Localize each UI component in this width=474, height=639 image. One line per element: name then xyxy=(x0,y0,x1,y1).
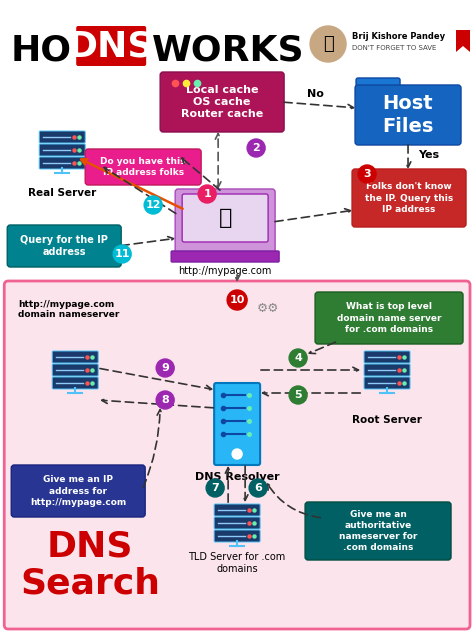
Text: 6: 6 xyxy=(254,483,262,493)
Text: What is top level
domain name server
for .com domains: What is top level domain name server for… xyxy=(337,302,441,334)
Circle shape xyxy=(156,391,174,409)
Text: ⚙⚙: ⚙⚙ xyxy=(257,302,280,314)
FancyBboxPatch shape xyxy=(39,131,85,143)
Text: 1: 1 xyxy=(203,189,211,199)
Circle shape xyxy=(289,386,307,404)
FancyBboxPatch shape xyxy=(52,351,98,363)
FancyBboxPatch shape xyxy=(214,504,260,516)
Circle shape xyxy=(310,26,346,62)
Text: DNS Resolver: DNS Resolver xyxy=(195,472,280,482)
Circle shape xyxy=(232,449,242,459)
Circle shape xyxy=(247,139,265,157)
Text: DON'T FORGET TO SAVE: DON'T FORGET TO SAVE xyxy=(352,45,437,51)
Circle shape xyxy=(198,185,216,203)
Text: 11: 11 xyxy=(114,249,130,259)
Circle shape xyxy=(289,349,307,367)
FancyBboxPatch shape xyxy=(305,502,451,560)
FancyBboxPatch shape xyxy=(356,78,400,95)
Text: http://mypage.com
domain nameserver: http://mypage.com domain nameserver xyxy=(18,300,119,320)
FancyBboxPatch shape xyxy=(85,149,201,185)
FancyBboxPatch shape xyxy=(11,465,145,517)
Text: 5: 5 xyxy=(294,390,302,400)
Circle shape xyxy=(227,290,247,310)
Text: Folks don't know
the IP. Query this
IP address: Folks don't know the IP. Query this IP a… xyxy=(365,182,453,213)
FancyBboxPatch shape xyxy=(39,144,85,156)
FancyBboxPatch shape xyxy=(214,383,260,465)
FancyBboxPatch shape xyxy=(214,530,260,542)
Text: HOW: HOW xyxy=(10,33,111,67)
Text: DNS: DNS xyxy=(68,29,155,63)
FancyBboxPatch shape xyxy=(52,377,98,389)
FancyBboxPatch shape xyxy=(364,364,410,376)
FancyBboxPatch shape xyxy=(52,364,98,376)
Text: Do you have this
IP address folks: Do you have this IP address folks xyxy=(100,157,186,177)
Circle shape xyxy=(206,479,224,497)
FancyBboxPatch shape xyxy=(160,72,284,132)
FancyBboxPatch shape xyxy=(315,292,463,344)
FancyBboxPatch shape xyxy=(355,85,461,145)
Text: 8: 8 xyxy=(161,395,169,405)
Circle shape xyxy=(249,479,267,497)
Text: 12: 12 xyxy=(146,200,161,210)
FancyBboxPatch shape xyxy=(352,169,466,227)
Text: http://mypage.com: http://mypage.com xyxy=(178,266,272,276)
FancyBboxPatch shape xyxy=(364,377,410,389)
FancyBboxPatch shape xyxy=(214,517,260,529)
Circle shape xyxy=(144,196,162,214)
Text: Give me an IP
address for
http://mypage.com: Give me an IP address for http://mypage.… xyxy=(30,475,127,507)
Text: ⌛: ⌛ xyxy=(219,208,232,228)
Text: Root Server: Root Server xyxy=(352,415,422,425)
Text: WORKS: WORKS xyxy=(152,33,305,67)
Text: Yes: Yes xyxy=(418,150,439,160)
Circle shape xyxy=(113,245,131,263)
Circle shape xyxy=(156,359,174,377)
FancyBboxPatch shape xyxy=(39,157,85,169)
Text: 2: 2 xyxy=(252,143,260,153)
FancyBboxPatch shape xyxy=(364,351,410,363)
Text: TLD Server for .com
domains: TLD Server for .com domains xyxy=(189,552,286,574)
Text: 👤: 👤 xyxy=(323,35,333,53)
Text: DNS
Search: DNS Search xyxy=(20,530,160,601)
FancyBboxPatch shape xyxy=(175,189,275,255)
Text: Give me an
authoritative
nameserver for
.com domains: Give me an authoritative nameserver for … xyxy=(339,510,417,552)
Text: Real Server: Real Server xyxy=(28,188,96,198)
FancyBboxPatch shape xyxy=(7,225,121,267)
Text: 7: 7 xyxy=(211,483,219,493)
Text: 4: 4 xyxy=(294,353,302,363)
Text: No: No xyxy=(307,89,324,99)
Text: 10: 10 xyxy=(229,295,245,305)
Text: 9: 9 xyxy=(161,363,169,373)
Text: 3: 3 xyxy=(363,169,371,179)
Text: Local cache
OS cache
Router cache: Local cache OS cache Router cache xyxy=(181,84,263,119)
FancyBboxPatch shape xyxy=(4,281,470,629)
Text: Query for the IP
address: Query for the IP address xyxy=(20,235,108,258)
FancyBboxPatch shape xyxy=(182,194,268,242)
Text: Host
Files: Host Files xyxy=(383,94,434,136)
Circle shape xyxy=(358,165,376,183)
Polygon shape xyxy=(456,30,470,52)
Text: Brij Kishore Pandey: Brij Kishore Pandey xyxy=(352,32,445,41)
FancyBboxPatch shape xyxy=(76,26,146,66)
FancyBboxPatch shape xyxy=(171,251,279,262)
